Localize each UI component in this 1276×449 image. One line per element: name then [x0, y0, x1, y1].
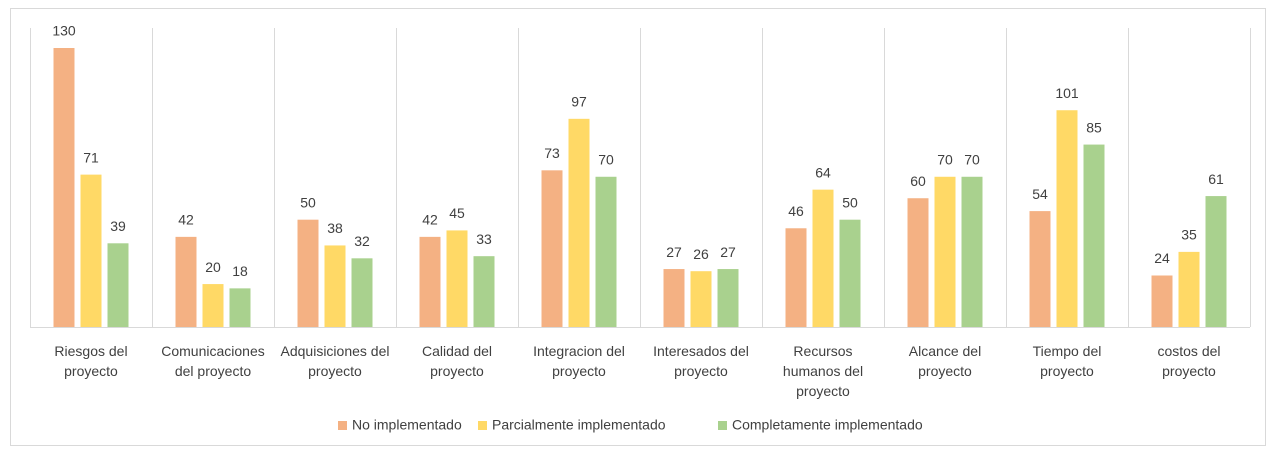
x-tick-label: Adquisiciones del proyecto — [280, 343, 390, 379]
bar — [568, 118, 590, 327]
bar — [812, 189, 834, 327]
bar — [107, 243, 129, 327]
legend-swatch — [478, 421, 487, 430]
legend-label: No implementado — [352, 417, 462, 433]
x-tick-label: Riesgos del proyecto — [54, 343, 128, 379]
bar — [1178, 251, 1200, 327]
value-label: 130 — [52, 23, 76, 39]
value-label: 42 — [422, 212, 438, 228]
value-label: 64 — [815, 164, 831, 180]
bar — [595, 176, 617, 327]
value-label: 97 — [571, 94, 587, 110]
x-tick-label: Calidad del proyecto — [421, 343, 493, 379]
value-label: 20 — [205, 259, 221, 275]
value-label: 54 — [1032, 186, 1048, 202]
value-label: 35 — [1181, 227, 1197, 243]
bar — [324, 245, 346, 327]
value-label: 24 — [1154, 250, 1170, 266]
value-label: 50 — [842, 194, 858, 210]
value-label: 70 — [937, 151, 953, 167]
chart-border — [10, 8, 1266, 446]
x-tick-label: costos del proyecto — [1157, 343, 1221, 379]
value-label: 71 — [83, 149, 99, 165]
value-label: 18 — [232, 263, 248, 279]
bar — [175, 236, 197, 327]
bar — [1056, 110, 1078, 327]
value-label: 46 — [788, 203, 804, 219]
value-label: 27 — [720, 244, 736, 260]
value-label: 73 — [544, 145, 560, 161]
x-tick-label: Alcance del proyecto — [908, 343, 982, 379]
bar — [1205, 196, 1227, 327]
bar — [1029, 211, 1051, 327]
legend-swatch — [718, 421, 727, 430]
legend-label: Completamente implementado — [732, 417, 923, 433]
bar — [229, 288, 251, 327]
bar — [351, 258, 373, 327]
bar — [690, 271, 712, 327]
bar — [907, 198, 929, 327]
value-label: 101 — [1055, 85, 1079, 101]
bar — [53, 48, 75, 327]
value-label: 50 — [300, 194, 316, 210]
bar — [717, 269, 739, 327]
value-label: 60 — [910, 173, 926, 189]
legend-swatch — [338, 421, 347, 430]
value-label: 32 — [354, 233, 370, 249]
bar — [934, 176, 956, 327]
value-label: 42 — [178, 212, 194, 228]
bar — [419, 236, 441, 327]
value-label: 38 — [327, 220, 343, 236]
x-tick-label: Tiempo del proyecto — [1032, 343, 1102, 379]
bar — [785, 228, 807, 327]
bar — [663, 269, 685, 327]
bar — [80, 174, 102, 327]
value-label: 33 — [476, 231, 492, 247]
bar — [473, 256, 495, 327]
value-label: 27 — [666, 244, 682, 260]
x-tick-label: Integracion del proyecto — [533, 343, 625, 379]
x-tick-label: Interesados del proyecto — [653, 343, 749, 379]
legend-label: Parcialmente implementado — [492, 417, 666, 433]
value-label: 39 — [110, 218, 126, 234]
bar — [541, 170, 563, 327]
bar — [202, 284, 224, 327]
bar — [1151, 275, 1173, 327]
x-tick-label: Recursos humanos del proyecto — [782, 343, 864, 399]
value-label: 26 — [693, 246, 709, 262]
bar — [446, 230, 468, 327]
value-label: 85 — [1086, 119, 1102, 135]
value-label: 61 — [1208, 171, 1224, 187]
bar — [297, 219, 319, 327]
bar — [839, 219, 861, 327]
x-tick-label: Comunicaciones del proyecto — [161, 343, 265, 379]
bar — [961, 176, 983, 327]
bar — [1083, 144, 1105, 327]
value-label: 70 — [964, 151, 980, 167]
value-label: 45 — [449, 205, 465, 221]
value-label: 70 — [598, 151, 614, 167]
